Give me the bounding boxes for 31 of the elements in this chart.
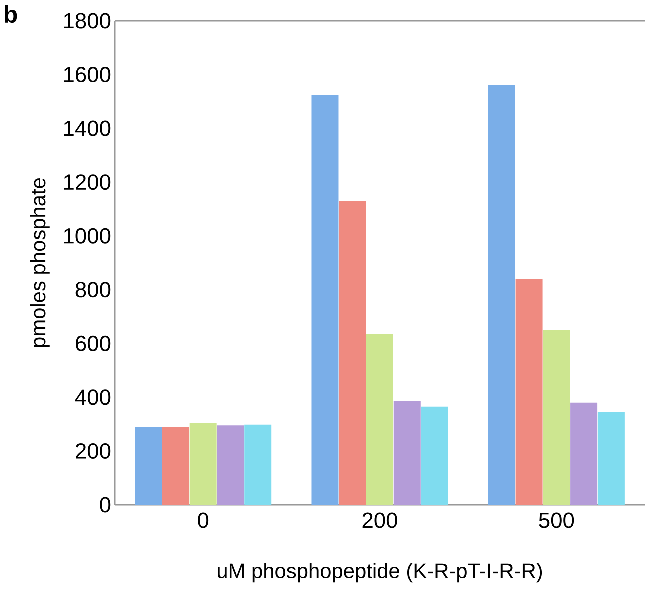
bar [570,402,598,505]
y-tick-label: 200 [76,443,111,459]
bar [394,401,421,505]
y-tick-label: 1000 [64,228,111,244]
bar [135,427,162,505]
bar [190,422,217,505]
y-tick-label: 1600 [64,67,111,83]
y-tick-label: 1200 [64,174,111,190]
y-tick-label: 1400 [64,120,111,136]
bar [217,426,244,505]
x-tick-label: 500 [539,512,574,528]
y-tick-label: 800 [76,282,111,298]
bar [162,427,190,505]
bar [421,406,448,505]
bar [339,201,366,505]
text: b [5,6,18,24]
bar [312,94,339,505]
bar [516,279,543,505]
x-tick-label: 200 [362,512,398,528]
bar [543,330,570,505]
y-tick-label: 400 [75,390,111,406]
bar [488,86,516,505]
y-tick-label: 600 [76,336,111,352]
y-axis-title: pmoles phosphate [30,178,50,348]
y-tick-label: 1800 [64,13,111,29]
bar [366,334,394,505]
bar [598,412,625,505]
x-tick-label: 0 [198,512,209,528]
x-axis-title: uM phosphopeptide (K-R-pT-I-R-R) [218,563,542,583]
y-tick-label: 0 [100,497,111,513]
bar [244,424,272,505]
